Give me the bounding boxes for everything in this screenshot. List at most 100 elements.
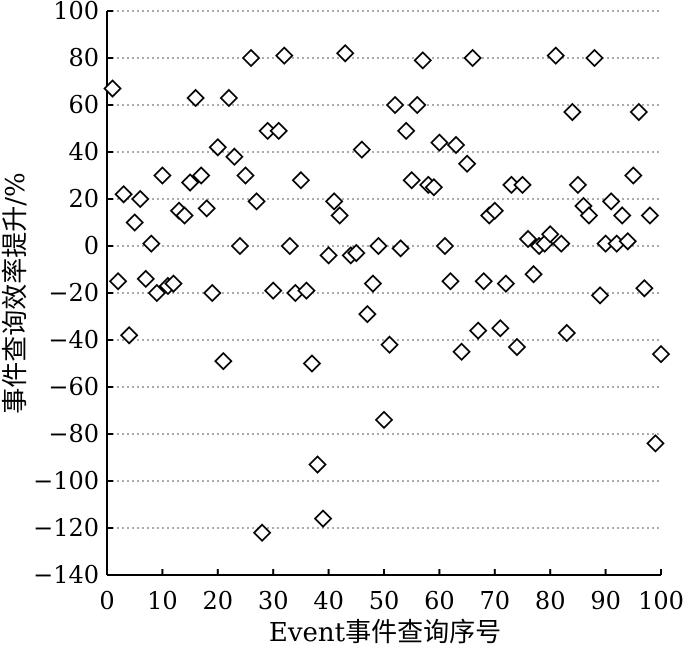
data-point bbox=[612, 206, 632, 225]
data-point bbox=[186, 88, 205, 108]
x-tick-label: 20 bbox=[203, 587, 234, 615]
data-point bbox=[164, 274, 183, 293]
y-tick-label: 40 bbox=[68, 138, 99, 166]
data-point bbox=[624, 166, 643, 185]
data-point bbox=[280, 236, 300, 256]
data-point bbox=[136, 269, 156, 289]
data-point bbox=[302, 354, 322, 373]
data-point bbox=[441, 271, 460, 291]
data-point bbox=[363, 274, 383, 293]
data-point bbox=[557, 323, 577, 343]
data-point bbox=[563, 102, 582, 122]
y-tick-label: 20 bbox=[68, 185, 99, 213]
data-point bbox=[297, 281, 316, 300]
data-point bbox=[180, 173, 200, 192]
data-point bbox=[568, 175, 588, 195]
data-point bbox=[125, 213, 144, 232]
x-tick-label: 40 bbox=[313, 587, 344, 615]
data-point bbox=[474, 271, 493, 291]
x-tick-label: 70 bbox=[480, 587, 511, 615]
data-point bbox=[513, 175, 532, 195]
y-tick-label: 100 bbox=[53, 0, 99, 25]
data-point bbox=[291, 170, 311, 190]
data-point bbox=[191, 166, 211, 185]
data-point bbox=[435, 236, 455, 256]
data-point bbox=[507, 337, 527, 357]
data-point bbox=[324, 192, 344, 211]
data-point bbox=[640, 206, 660, 225]
x-axis-title: Event事件查询序号 bbox=[269, 618, 501, 648]
y-tick-label: −40 bbox=[48, 326, 99, 354]
y-tick-label: −80 bbox=[48, 420, 99, 448]
data-point bbox=[413, 51, 433, 70]
data-point bbox=[646, 434, 665, 453]
y-tick-label: −100 bbox=[33, 467, 99, 495]
data-point bbox=[463, 48, 482, 68]
data-point bbox=[374, 410, 394, 430]
data-point bbox=[202, 283, 222, 303]
x-tick-label: 10 bbox=[147, 587, 178, 615]
data-point bbox=[468, 321, 488, 340]
y-tick-label: −20 bbox=[48, 279, 99, 307]
y-tick-label: −140 bbox=[33, 561, 99, 589]
axes bbox=[106, 10, 662, 576]
data-point bbox=[424, 177, 444, 197]
data-point bbox=[330, 206, 349, 225]
data-point bbox=[352, 140, 372, 159]
data-point bbox=[114, 185, 133, 204]
data-point bbox=[601, 192, 621, 211]
y-tick-label: 60 bbox=[68, 91, 99, 119]
x-tick-label: 100 bbox=[638, 587, 684, 615]
data-point bbox=[585, 48, 604, 68]
data-point bbox=[197, 199, 216, 218]
data-point bbox=[335, 44, 355, 63]
data-point bbox=[142, 234, 161, 253]
data-point bbox=[208, 138, 228, 157]
data-point bbox=[485, 201, 505, 221]
data-point bbox=[308, 455, 327, 474]
data-point bbox=[319, 246, 338, 265]
data-point bbox=[175, 206, 194, 225]
data-point bbox=[214, 351, 233, 371]
data-point bbox=[275, 46, 294, 65]
data-point bbox=[130, 189, 150, 209]
data-point bbox=[552, 234, 571, 253]
data-point bbox=[369, 236, 388, 256]
data-point bbox=[518, 229, 538, 249]
data-point bbox=[252, 523, 272, 542]
data-point bbox=[219, 88, 239, 108]
x-tick-label: 60 bbox=[424, 587, 455, 615]
data-point bbox=[391, 239, 410, 258]
data-point bbox=[651, 344, 671, 364]
data-point bbox=[380, 335, 399, 354]
x-tick-label: 80 bbox=[535, 587, 566, 615]
data-point bbox=[540, 224, 560, 244]
data-point bbox=[457, 154, 477, 174]
data-point bbox=[446, 135, 466, 155]
data-point bbox=[263, 281, 283, 300]
data-point bbox=[241, 48, 261, 68]
x-tick-label: 50 bbox=[369, 587, 400, 615]
data-point bbox=[635, 279, 654, 298]
data-point bbox=[546, 46, 566, 65]
data-point bbox=[590, 286, 610, 305]
data-point bbox=[247, 192, 266, 211]
y-tick-label: −120 bbox=[33, 514, 99, 542]
data-point bbox=[269, 121, 289, 141]
data-point bbox=[491, 318, 510, 338]
y-axis-title: 事件查询效率提升/% bbox=[1, 172, 31, 413]
x-tick-label: 90 bbox=[590, 587, 621, 615]
data-point bbox=[153, 166, 172, 185]
y-tick-label: 0 bbox=[84, 232, 99, 260]
data-point bbox=[430, 133, 449, 152]
data-point bbox=[524, 264, 543, 284]
data-point bbox=[230, 236, 250, 256]
data-point bbox=[496, 274, 516, 293]
y-tick-label: −60 bbox=[48, 373, 99, 401]
data-point bbox=[103, 79, 122, 98]
data-point bbox=[358, 304, 377, 324]
data-point bbox=[402, 170, 421, 190]
data-point bbox=[407, 95, 427, 115]
